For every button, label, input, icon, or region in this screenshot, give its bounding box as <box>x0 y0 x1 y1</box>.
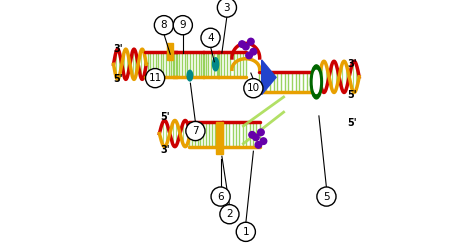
Polygon shape <box>262 60 276 94</box>
Circle shape <box>246 52 252 59</box>
Text: 3': 3' <box>113 44 123 54</box>
Circle shape <box>250 48 256 55</box>
Text: 3': 3' <box>160 145 170 155</box>
Ellipse shape <box>310 65 322 99</box>
Circle shape <box>218 0 237 17</box>
Circle shape <box>173 16 192 35</box>
Circle shape <box>258 129 264 136</box>
Text: 7: 7 <box>192 126 199 136</box>
Circle shape <box>243 43 249 50</box>
Text: 5': 5' <box>160 112 170 122</box>
Text: 11: 11 <box>148 73 162 83</box>
Circle shape <box>317 187 336 206</box>
Circle shape <box>155 16 173 35</box>
Circle shape <box>239 41 246 47</box>
Text: 6: 6 <box>217 192 224 202</box>
Text: 5: 5 <box>323 192 330 202</box>
Text: 5': 5' <box>113 74 123 84</box>
Circle shape <box>247 38 254 45</box>
Ellipse shape <box>187 70 192 81</box>
Text: 2: 2 <box>226 209 233 219</box>
Text: 5': 5' <box>347 89 357 100</box>
Bar <box>216 122 223 154</box>
Circle shape <box>249 132 255 138</box>
Circle shape <box>255 142 262 148</box>
Ellipse shape <box>313 70 319 93</box>
Text: 1: 1 <box>243 227 249 237</box>
Circle shape <box>201 28 220 47</box>
Circle shape <box>146 69 164 88</box>
Text: 3': 3' <box>347 59 357 69</box>
Circle shape <box>236 222 255 241</box>
Text: 3: 3 <box>224 3 230 13</box>
Text: 10: 10 <box>247 83 260 93</box>
Text: 4: 4 <box>207 33 214 43</box>
Ellipse shape <box>212 58 219 71</box>
Circle shape <box>244 79 263 98</box>
Bar <box>167 43 173 60</box>
Circle shape <box>186 121 205 141</box>
Circle shape <box>260 138 267 144</box>
Text: 5': 5' <box>347 118 357 129</box>
Circle shape <box>253 134 259 141</box>
Circle shape <box>220 205 239 224</box>
Circle shape <box>211 187 230 206</box>
Text: 8: 8 <box>161 20 167 30</box>
Text: 9: 9 <box>180 20 186 30</box>
